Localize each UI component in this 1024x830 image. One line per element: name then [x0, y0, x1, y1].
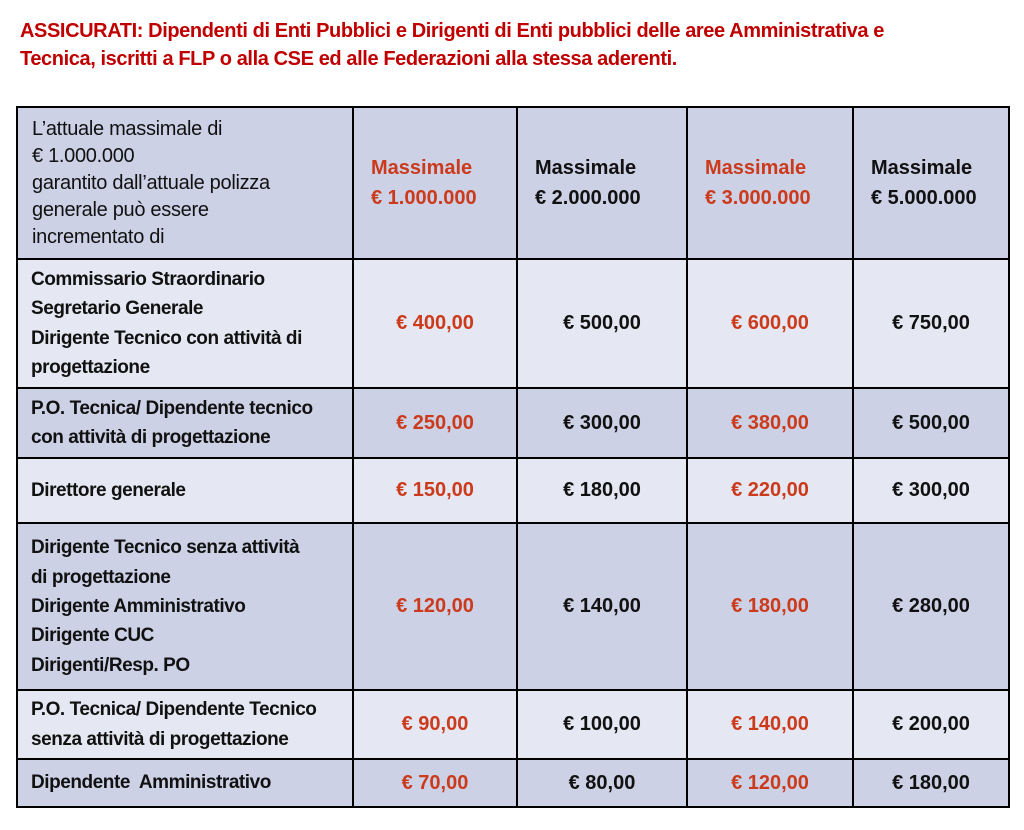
value-cell: € 400,00	[352, 258, 518, 390]
row-label-cell: P.O. Tecnica/ Dipendente tecnico con att…	[16, 387, 354, 460]
table-row-commissario: Commissario Straordinario Segretario Gen…	[16, 258, 1010, 390]
row-label-cell: Commissario Straordinario Segretario Gen…	[16, 258, 354, 390]
table-row-po-tecnica-senza: P.O. Tecnica/ Dipendente Tecnico senza a…	[16, 689, 1010, 761]
column-header-massimale-5m: Massimale € 5.000.000	[852, 106, 1010, 261]
value-cell: € 600,00	[686, 258, 854, 390]
value-cell: € 150,00	[352, 457, 518, 525]
row-label-cell: Dirigente Tecnico senza attività di prog…	[16, 522, 354, 692]
value-cell: € 500,00	[852, 387, 1010, 460]
value-cell: € 120,00	[352, 522, 518, 692]
row-label-cell: Dipendente Amministrativo	[16, 758, 354, 809]
value-cell: € 500,00	[516, 258, 688, 390]
value-cell: € 220,00	[686, 457, 854, 525]
corner-header-cell: L’attuale massimale di € 1.000.000 garan…	[16, 106, 354, 261]
value-cell: € 90,00	[352, 689, 518, 761]
table-row-direttore-generale: Direttore generale € 150,00 € 180,00 € 2…	[16, 457, 1010, 525]
value-cell: € 300,00	[516, 387, 688, 460]
value-cell: € 250,00	[352, 387, 518, 460]
value-cell: € 180,00	[516, 457, 688, 525]
value-cell: € 140,00	[686, 689, 854, 761]
value-cell: € 280,00	[852, 522, 1010, 692]
value-cell: € 100,00	[516, 689, 688, 761]
value-cell: € 750,00	[852, 258, 1010, 390]
value-cell: € 80,00	[516, 758, 688, 809]
value-cell: € 380,00	[686, 387, 854, 460]
premium-table: L’attuale massimale di € 1.000.000 garan…	[16, 106, 1010, 809]
table-row-dirigente-tecnico-senza: Dirigente Tecnico senza attività di prog…	[16, 522, 1010, 692]
value-cell: € 200,00	[852, 689, 1010, 761]
table-row-po-tecnica-con: P.O. Tecnica/ Dipendente tecnico con att…	[16, 387, 1010, 460]
value-cell: € 70,00	[352, 758, 518, 809]
page-title: ASSICURATI: Dipendenti di Enti Pubblici …	[20, 20, 884, 70]
column-header-massimale-3m: Massimale € 3.000.000	[686, 106, 854, 261]
value-cell: € 180,00	[686, 522, 854, 692]
value-cell: € 120,00	[686, 758, 854, 809]
table-row-dipendente-amministrativo: Dipendente Amministrativo € 70,00 € 80,0…	[16, 758, 1010, 809]
value-cell: € 140,00	[516, 522, 688, 692]
column-header-massimale-2m: Massimale € 2.000.000	[516, 106, 688, 261]
row-label-cell: P.O. Tecnica/ Dipendente Tecnico senza a…	[16, 689, 354, 761]
value-cell: € 300,00	[852, 457, 1010, 525]
column-header-massimale-1m: Massimale € 1.000.000	[352, 106, 518, 261]
row-label-cell: Direttore generale	[16, 457, 354, 525]
table-header-row: L’attuale massimale di € 1.000.000 garan…	[16, 106, 1010, 261]
value-cell: € 180,00	[852, 758, 1010, 809]
